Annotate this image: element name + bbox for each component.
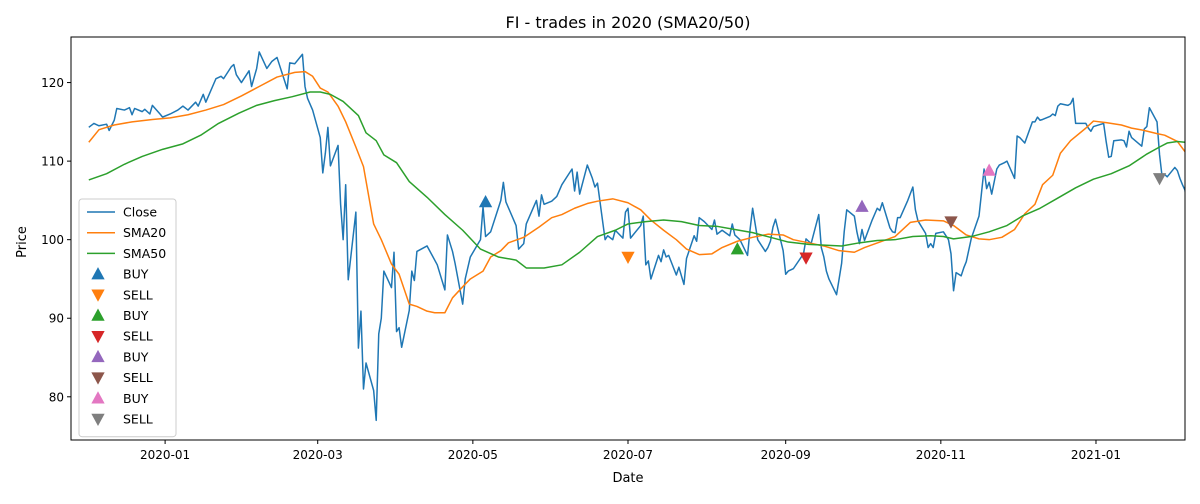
trade-marker-sell-6 xyxy=(944,216,958,229)
legend-label: SMA20 xyxy=(123,225,166,240)
trade-marker-buy-3 xyxy=(730,242,745,255)
x-tick-label: 2020-09 xyxy=(761,448,811,462)
legend-label: Close xyxy=(123,205,157,220)
legend-swatch-sell xyxy=(91,413,105,426)
y-tick-label: 120 xyxy=(41,76,64,90)
x-tick-label: 2020-01 xyxy=(140,448,190,462)
axes: 2020-01 2020-03 2020-05 2020-07 2020-09 2020-… xyxy=(41,36,1186,462)
legend: Close SMA20 SMA50 BUY SELL BUY SELL BUY SELL BUY S… xyxy=(78,198,177,438)
y-axis-label: Price xyxy=(15,226,30,258)
y-tick-label: 90 xyxy=(49,312,64,326)
legend-label: BUY xyxy=(123,391,149,406)
series-line-sma20 xyxy=(88,70,1185,314)
legend-label: SELL xyxy=(123,329,153,344)
trade-marker-sell-2 xyxy=(621,251,635,264)
legend-box xyxy=(78,198,177,438)
x-tick-label: 2020-11 xyxy=(916,448,966,462)
legend-label: BUY xyxy=(123,349,149,364)
series-line-sma50 xyxy=(88,91,1185,269)
legend-label: SELL xyxy=(123,412,153,427)
plot-series xyxy=(88,51,1185,422)
plot-area xyxy=(88,51,1185,422)
legend-swatch-buy xyxy=(91,349,105,363)
legend-label: SELL xyxy=(123,287,153,302)
legend-label: BUY xyxy=(123,267,149,282)
y-tick-label: 100 xyxy=(41,233,64,247)
x-tick-label: 2020-03 xyxy=(293,448,343,462)
legend-swatch-buy xyxy=(91,267,105,280)
trade-marker-buy-5 xyxy=(855,199,869,212)
x-tick-label: 2020-07 xyxy=(603,448,653,462)
trade-marker-buy-1 xyxy=(478,194,493,208)
legend-swatch-buy xyxy=(91,391,105,404)
trade-marker-sell-4 xyxy=(799,252,813,265)
y-tick-label: 80 xyxy=(49,390,64,404)
legend-label: SMA50 xyxy=(123,246,166,261)
y-tick-label: 110 xyxy=(41,155,64,169)
legend-label: SELL xyxy=(123,370,153,385)
legend-swatch-sell xyxy=(91,289,105,302)
trade-marker-buy-7 xyxy=(982,163,996,176)
legend-swatch-buy xyxy=(91,308,105,321)
x-axis-label: Date xyxy=(612,471,643,486)
legend-swatch-sell xyxy=(91,372,105,385)
x-tick-label: 2021-01 xyxy=(1071,448,1121,462)
trade-marker-sell-8 xyxy=(1152,173,1167,186)
legend-swatch-sell xyxy=(91,330,105,344)
legend-label: BUY xyxy=(123,308,149,323)
x-tick-label: 2020-05 xyxy=(448,448,498,462)
chart-title: FI - trades in 2020 (SMA20/50) xyxy=(506,13,751,32)
series-line-close xyxy=(88,51,1185,422)
